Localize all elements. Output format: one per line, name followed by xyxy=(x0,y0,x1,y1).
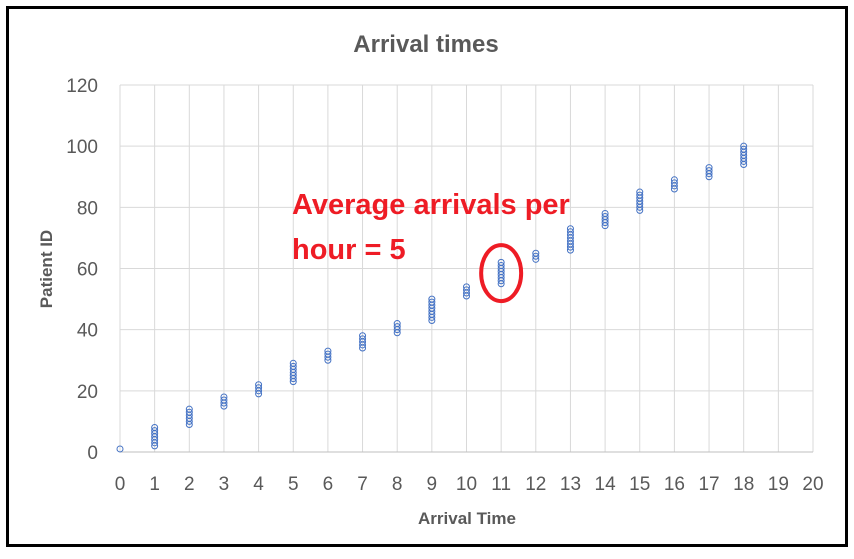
data-point xyxy=(359,335,367,343)
data-point xyxy=(636,188,644,196)
data-point xyxy=(497,258,505,266)
data-point xyxy=(220,396,228,404)
data-point xyxy=(705,167,713,175)
highlight-ellipse xyxy=(479,243,524,304)
x-tick-label: 18 xyxy=(733,474,754,495)
data-point xyxy=(428,298,436,306)
x-tick-label: 15 xyxy=(629,474,650,495)
data-point xyxy=(428,295,436,303)
x-tick-label: 2 xyxy=(184,474,195,495)
x-axis-label: Arrival Time xyxy=(418,509,516,528)
data-point xyxy=(740,142,748,150)
data-point xyxy=(324,347,332,355)
data-point xyxy=(359,332,367,340)
data-point xyxy=(289,362,297,370)
x-tick-label: 17 xyxy=(698,474,719,495)
data-point xyxy=(151,424,159,432)
chart-title: Arrival times xyxy=(353,31,498,58)
data-point xyxy=(705,164,713,172)
x-tick-label: 14 xyxy=(595,474,617,495)
annotation-line-2: hour = 5 xyxy=(292,234,406,266)
x-tick-label: 3 xyxy=(219,474,230,495)
x-tick-label: 11 xyxy=(491,474,511,495)
data-point xyxy=(566,228,574,236)
x-tick-label: 10 xyxy=(456,474,477,495)
data-point xyxy=(393,323,401,331)
x-tick-label: 8 xyxy=(392,474,403,495)
data-point xyxy=(670,176,678,184)
data-point xyxy=(393,320,401,328)
data-point xyxy=(255,381,263,389)
data-point xyxy=(636,191,644,199)
data-point xyxy=(289,359,297,367)
x-tick-label: 0 xyxy=(115,474,126,495)
chart-frame xyxy=(6,6,848,547)
x-tick-label: 19 xyxy=(768,474,789,495)
y-tick-label: 40 xyxy=(77,321,98,342)
y-tick-label: 20 xyxy=(77,382,98,403)
data-point xyxy=(532,252,540,260)
x-tick-label: 4 xyxy=(253,474,264,495)
x-tick-label: 16 xyxy=(664,474,685,495)
data-point xyxy=(532,249,540,257)
x-tick-label: 9 xyxy=(427,474,438,495)
data-point xyxy=(220,393,228,401)
x-tick-label: 5 xyxy=(288,474,299,495)
data-point xyxy=(601,209,609,217)
y-tick-label: 100 xyxy=(66,137,98,158)
x-tick-label: 20 xyxy=(802,474,823,495)
data-point xyxy=(151,427,159,435)
data-point xyxy=(566,225,574,233)
y-tick-label: 60 xyxy=(77,260,98,281)
y-tick-label: 120 xyxy=(66,76,98,97)
x-tick-label: 6 xyxy=(323,474,334,495)
x-tick-label: 13 xyxy=(560,474,581,495)
x-tick-label: 1 xyxy=(149,474,160,495)
data-point xyxy=(463,283,470,291)
data-point xyxy=(497,261,505,269)
y-tick-label: 80 xyxy=(77,198,98,219)
data-point xyxy=(324,350,332,358)
y-axis-label: Patient ID xyxy=(37,230,56,308)
data-point xyxy=(185,408,193,416)
y-tick-label: 0 xyxy=(87,443,98,464)
data-point xyxy=(740,145,748,153)
data-point xyxy=(463,286,470,294)
x-tick-label: 12 xyxy=(525,474,546,495)
annotation-line-1: Average arrivals per xyxy=(292,189,570,221)
x-tick-label: 7 xyxy=(357,474,368,495)
data-point xyxy=(185,405,193,413)
data-point xyxy=(116,445,124,453)
data-point xyxy=(601,213,609,221)
data-point xyxy=(670,179,678,187)
data-point xyxy=(255,384,263,392)
